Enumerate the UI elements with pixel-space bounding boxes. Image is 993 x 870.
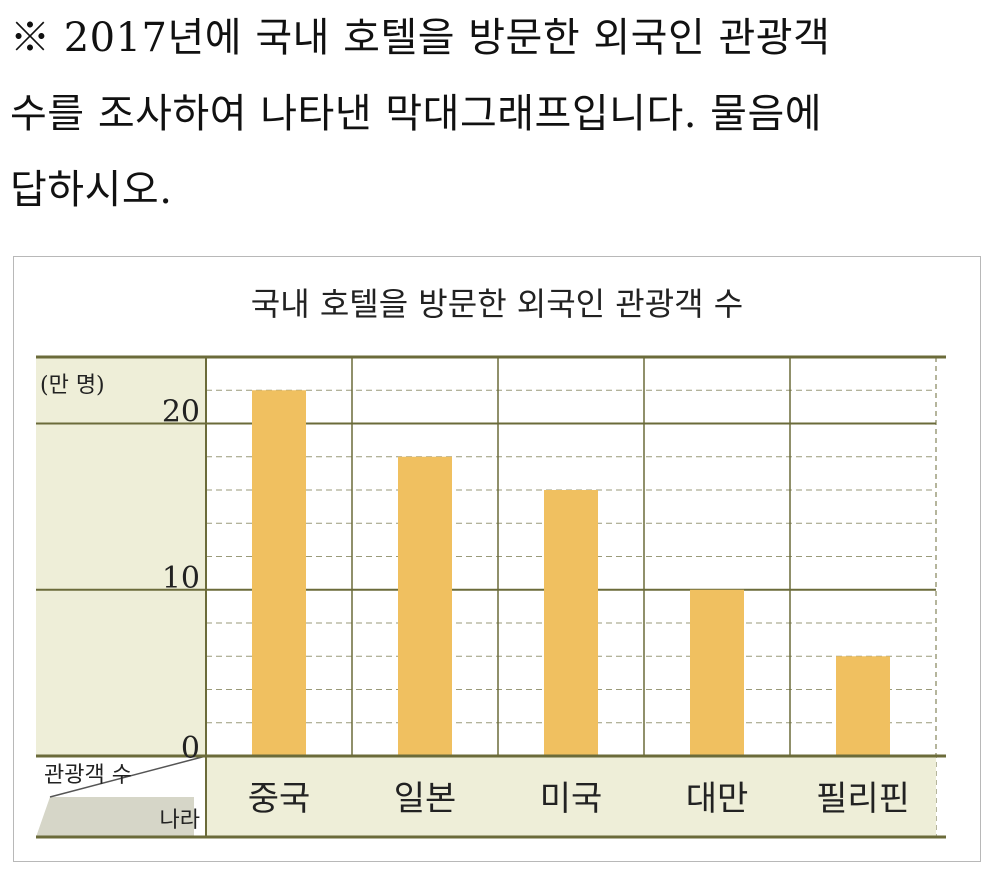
category-label: 미국 <box>540 779 603 819</box>
question-line-1: ※ 2017년에 국내 호텔을 방문한 외국인 관광객 <box>10 15 831 61</box>
category-label: 일본 <box>394 779 457 819</box>
chart-frame <box>36 355 946 839</box>
bar-1 <box>252 390 306 756</box>
y-tick-label: 10 <box>162 561 200 596</box>
y-axis-unit-label: (만 명) <box>40 373 105 398</box>
bar-3 <box>544 490 598 756</box>
y-tick-label: 0 <box>181 731 200 766</box>
question-line-3: 답하시오. <box>10 167 173 213</box>
question-line-2: 수를 조사하여 나타낸 막대그래프입니다. 물음에 <box>10 91 823 137</box>
chart-canvas: 0 10 20 중국 일본 미국 대만 필리핀 국내 호텔을 방문한 외국인 관광객 수 (만… <box>36 285 946 839</box>
bars <box>252 390 890 756</box>
chart-title: 국내 호텔을 방문한 외국인 관광객 수 <box>251 285 743 323</box>
bar-chart: 0 10 20 중국 일본 미국 대만 필리핀 국내 호텔을 방문한 외국인 관광객 수 (만… <box>13 256 981 862</box>
corner-category-label: 나라 <box>160 808 200 833</box>
corner-diagonal <box>49 755 207 798</box>
bar-5 <box>836 656 890 756</box>
labels: 0 10 20 중국 일본 미국 대만 필리핀 <box>162 395 910 820</box>
corner-lower-shade <box>36 797 194 837</box>
category-label: 중국 <box>248 779 311 819</box>
y-tick-label: 20 <box>162 395 200 430</box>
category-header-band <box>206 756 936 837</box>
bar-4 <box>690 589 744 756</box>
category-label: 대만 <box>686 779 749 819</box>
corner-value-label: 관광객 수 <box>44 763 132 788</box>
category-label: 필리핀 <box>816 779 910 819</box>
question-text: ※ 2017년에 국내 호텔을 방문한 외국인 관광객 수를 조사하여 나타낸 … <box>10 0 985 228</box>
bar-2 <box>398 456 452 756</box>
